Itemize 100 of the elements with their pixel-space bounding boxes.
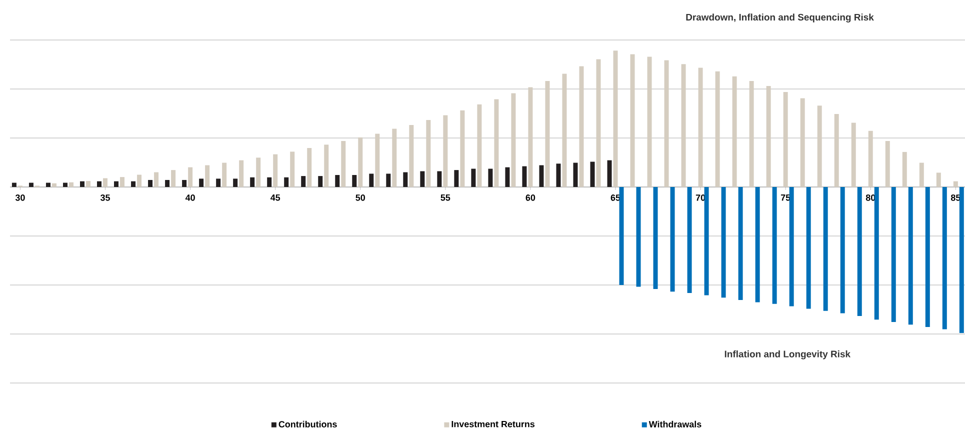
bar bbox=[199, 178, 204, 187]
bar bbox=[443, 115, 448, 187]
bar bbox=[120, 177, 125, 187]
bar bbox=[885, 141, 890, 187]
bar bbox=[386, 174, 391, 187]
bar bbox=[290, 152, 295, 187]
bar bbox=[834, 114, 839, 187]
bar bbox=[681, 64, 686, 187]
bar bbox=[670, 186, 675, 292]
bar bbox=[488, 168, 493, 187]
bar bbox=[590, 162, 595, 187]
bar bbox=[409, 124, 414, 187]
bar bbox=[936, 172, 941, 187]
x-tick-label: 60 bbox=[526, 194, 536, 201]
bar bbox=[851, 122, 856, 187]
bar bbox=[783, 92, 788, 187]
bar bbox=[216, 178, 221, 187]
bar bbox=[789, 186, 794, 306]
bar bbox=[704, 186, 709, 296]
bar bbox=[233, 178, 238, 187]
bar bbox=[959, 186, 964, 333]
bar bbox=[528, 87, 533, 187]
bar bbox=[205, 165, 210, 187]
bar bbox=[171, 170, 176, 187]
bar bbox=[103, 178, 108, 187]
bar bbox=[891, 186, 896, 322]
bar bbox=[28, 182, 34, 187]
bar bbox=[698, 68, 703, 187]
bar bbox=[335, 175, 340, 187]
x-tick-label: 35 bbox=[100, 194, 110, 201]
bar bbox=[505, 167, 510, 187]
x-tick-label: 45 bbox=[270, 194, 280, 201]
bar bbox=[454, 170, 459, 187]
legend-label: Withdrawals bbox=[648, 420, 702, 428]
bar bbox=[619, 186, 624, 285]
bar bbox=[392, 128, 397, 187]
bar bbox=[562, 74, 567, 187]
legend-label: Contributions bbox=[278, 420, 337, 428]
bar bbox=[772, 186, 777, 304]
bar bbox=[902, 152, 907, 187]
bar bbox=[919, 162, 924, 187]
bar bbox=[477, 104, 482, 187]
x-tick-label: 30 bbox=[15, 194, 25, 201]
bar bbox=[471, 168, 476, 187]
bar bbox=[647, 56, 652, 187]
bar bbox=[868, 130, 873, 187]
x-tick-label: 55 bbox=[440, 194, 450, 201]
bar bbox=[942, 186, 947, 330]
text: Inflation and Longevity Risk bbox=[724, 350, 851, 360]
bar bbox=[97, 181, 102, 187]
bar bbox=[749, 81, 754, 187]
bar bbox=[352, 175, 357, 187]
bar bbox=[636, 186, 641, 287]
bar bbox=[426, 120, 431, 187]
bar bbox=[721, 186, 726, 298]
x-tick-label: 40 bbox=[185, 194, 195, 201]
bar bbox=[301, 176, 306, 187]
bar bbox=[165, 180, 170, 187]
bar bbox=[607, 160, 612, 187]
bar bbox=[556, 164, 561, 187]
bar bbox=[369, 174, 374, 187]
bar bbox=[522, 166, 527, 187]
x-tick-label: 50 bbox=[356, 194, 365, 201]
bar bbox=[953, 181, 958, 187]
bar bbox=[908, 186, 913, 325]
bar bbox=[755, 186, 760, 302]
text: Drawdown, Inflation and Sequencing Risk bbox=[686, 14, 874, 22]
bar bbox=[579, 66, 584, 187]
bar bbox=[664, 60, 669, 187]
bar bbox=[46, 182, 50, 187]
bar bbox=[511, 93, 516, 187]
bar bbox=[732, 76, 737, 187]
bar bbox=[114, 181, 119, 187]
bar bbox=[800, 98, 805, 187]
bar bbox=[239, 160, 244, 187]
bar bbox=[806, 186, 811, 309]
bar bbox=[182, 180, 187, 187]
bar bbox=[284, 177, 289, 187]
bar bbox=[68, 182, 74, 187]
bar bbox=[738, 186, 743, 300]
bar bbox=[12, 182, 16, 187]
bar bbox=[823, 186, 828, 311]
bar bbox=[52, 183, 56, 187]
bar bbox=[630, 54, 635, 187]
bar bbox=[137, 174, 142, 187]
bar bbox=[358, 137, 363, 187]
bar bbox=[539, 165, 544, 187]
bar bbox=[62, 182, 68, 187]
bar bbox=[131, 181, 136, 187]
bar bbox=[653, 186, 658, 290]
bar bbox=[857, 186, 862, 316]
bar bbox=[250, 177, 255, 187]
bar bbox=[420, 171, 425, 187]
bar bbox=[222, 162, 227, 187]
bar bbox=[273, 154, 278, 187]
bar bbox=[188, 167, 193, 187]
bar bbox=[687, 186, 692, 293]
bar bbox=[80, 181, 84, 187]
bar bbox=[925, 186, 930, 327]
bar bbox=[375, 134, 380, 187]
